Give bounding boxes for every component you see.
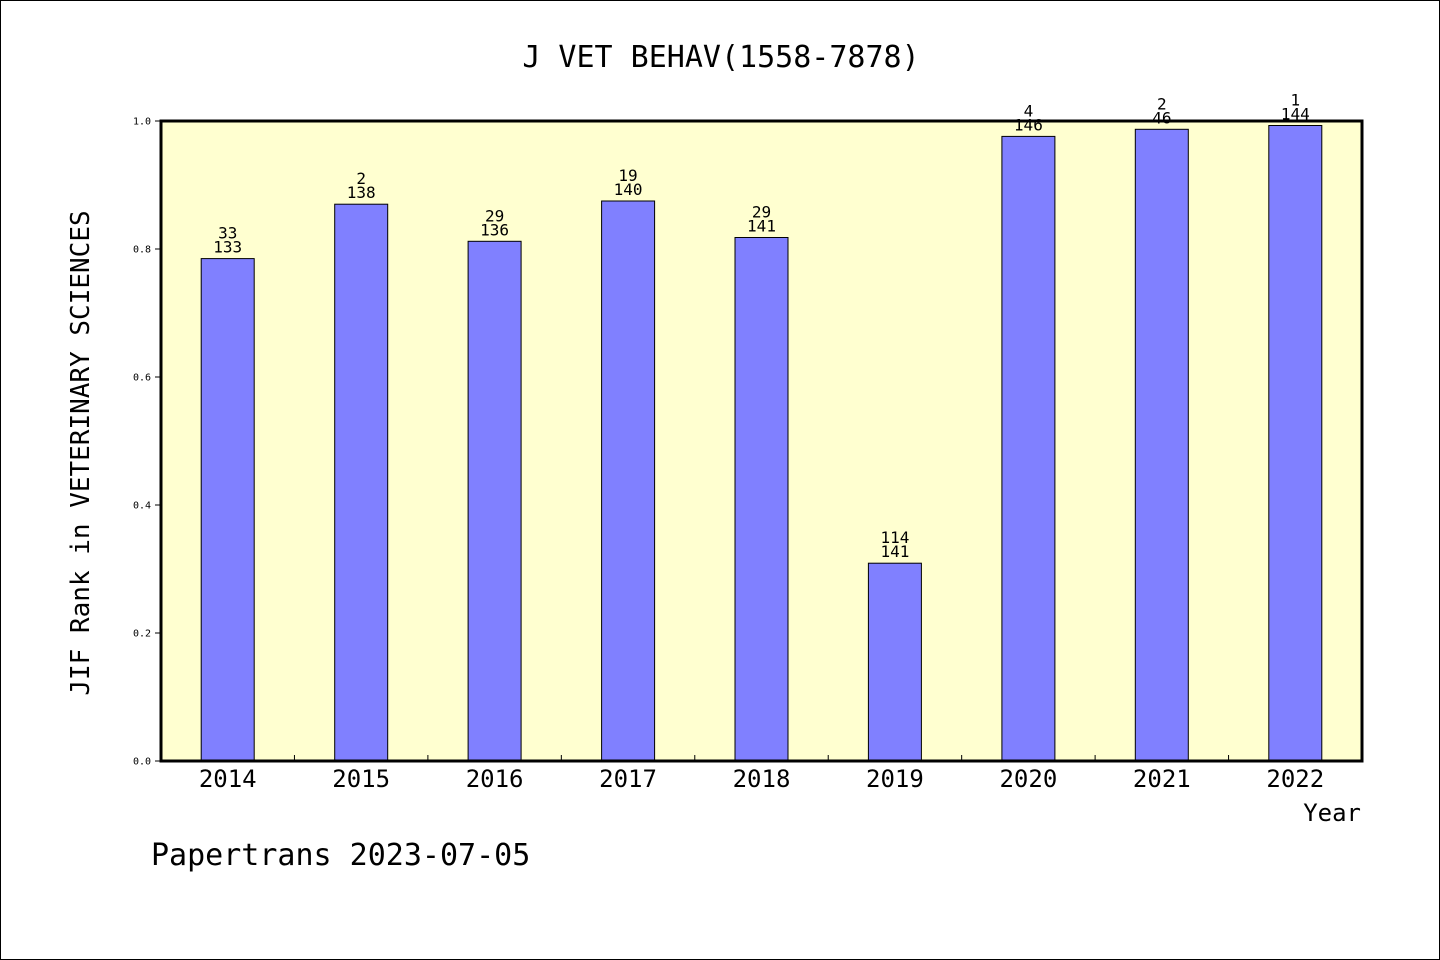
bar-rank-label: 29 xyxy=(485,206,504,225)
y-tick-label: 0.6 xyxy=(133,373,151,384)
x-tick-label: 2021 xyxy=(1133,765,1191,793)
bar-rank-label: 2 xyxy=(356,169,366,188)
bar-total-label: 133 xyxy=(213,238,242,257)
x-tick-label: 2017 xyxy=(599,765,657,793)
y-tick-label: 0.8 xyxy=(133,245,151,256)
bar-total-label: 141 xyxy=(880,542,909,561)
bar-2016 xyxy=(467,240,522,762)
x-tick-label: 2022 xyxy=(1266,765,1324,793)
x-tick-label: 2015 xyxy=(332,765,390,793)
plot-frame xyxy=(159,119,1364,763)
x-tick-label: 2020 xyxy=(999,765,1057,793)
x-tick-label: 2014 xyxy=(199,765,257,793)
x-axis: 2014 2015 2016 2017 2018 2019 2020 2021 2022 xyxy=(199,755,1324,793)
bar-2014 xyxy=(200,258,255,762)
x-axis-label: Year xyxy=(1303,799,1361,827)
chart-title: J VET BEHAV(1558-7878) xyxy=(522,40,919,75)
bar-2017 xyxy=(601,200,656,762)
y-tick-label: 0.0 xyxy=(133,757,151,768)
bar-total-label: 141 xyxy=(747,217,776,236)
bar-2020 xyxy=(1001,135,1056,762)
y-axis: 0.0 0.2 0.4 0.6 0.8 1.0 xyxy=(133,117,161,768)
x-tick-label: 2018 xyxy=(733,765,791,793)
y-tick-label: 0.2 xyxy=(133,629,151,640)
bar-rank-label: 2 xyxy=(1157,94,1167,113)
bar-total-label: 140 xyxy=(614,180,643,199)
x-tick-label: 2019 xyxy=(866,765,924,793)
y-axis-label: JIF Rank in VETERINARY SCIENCES xyxy=(66,210,96,695)
bar-rank-label: 19 xyxy=(618,166,637,185)
bar-rank-label: 114 xyxy=(880,528,909,547)
bar-2019 xyxy=(867,562,922,762)
y-tick-label: 0.4 xyxy=(133,501,151,512)
bar-total-label: 146 xyxy=(1014,115,1043,134)
data-labels-layer: 3313321382913619140291411141414146246114… xyxy=(213,91,1309,562)
y-tick-label: 1.0 xyxy=(133,117,151,128)
bar-rank-label: 4 xyxy=(1024,101,1034,120)
bar-2022 xyxy=(1268,125,1323,762)
bar-total-label: 136 xyxy=(480,220,509,239)
bar-2021 xyxy=(1134,128,1189,762)
bar-rank-label: 29 xyxy=(752,203,771,222)
bar-2015 xyxy=(334,203,389,762)
bar-total-label: 46 xyxy=(1152,108,1171,127)
footer-credit: Papertrans 2023-07-05 xyxy=(151,838,530,873)
bar-rank-label: 1 xyxy=(1290,91,1300,110)
bar-total-label: 144 xyxy=(1281,105,1310,124)
bar-total-label: 138 xyxy=(347,183,376,202)
x-tick-label: 2016 xyxy=(466,765,524,793)
bar-2018 xyxy=(734,237,789,762)
bars-layer xyxy=(200,125,1323,762)
bar-rank-label: 33 xyxy=(218,224,237,243)
